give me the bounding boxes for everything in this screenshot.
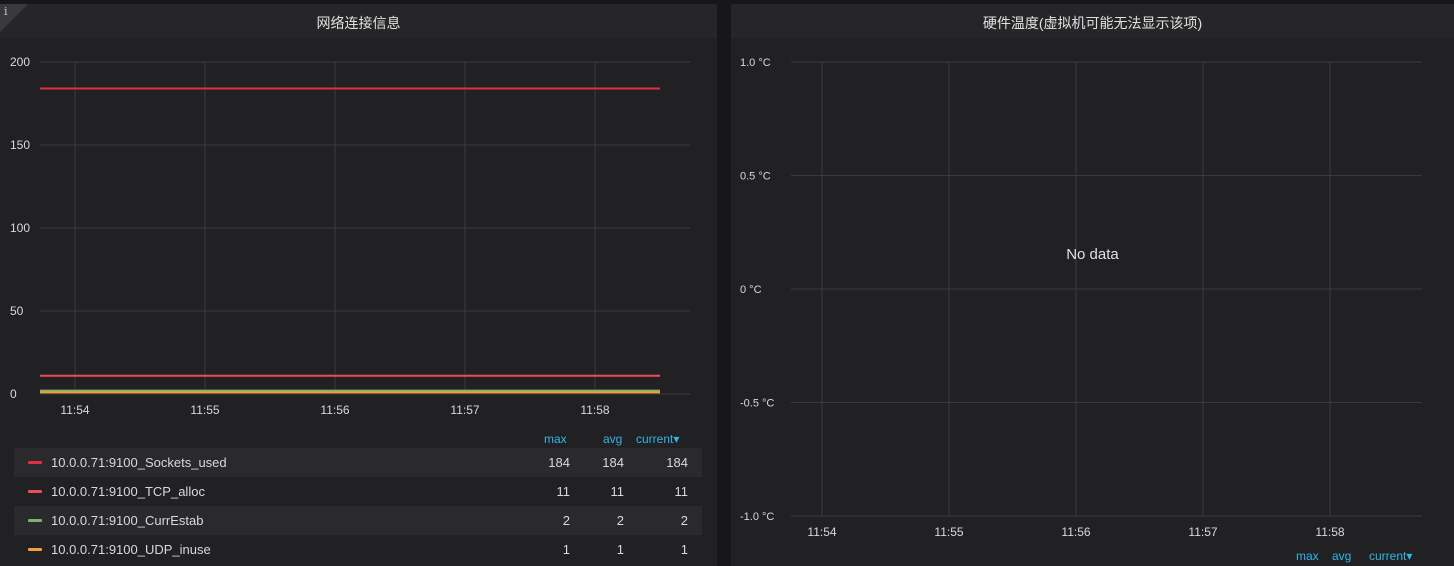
x-tick-label: 11:57 (1188, 525, 1217, 539)
legend-series-name[interactable]: 10.0.0.71:9100_CurrEstab (51, 513, 204, 528)
legend-max-value: 184 (548, 455, 570, 470)
network-connections-panel: i 网络连接信息 0 50 100 150 200 11:54 11:55 11:56 11:… (0, 4, 717, 566)
legend-series-name[interactable]: 10.0.0.71:9100_TCP_alloc (51, 484, 205, 499)
hardware-temperature-panel: 硬件温度(虚拟机可能无法显示该项) -1.0 °C -0.5 °C 0 °C 0.5 … (731, 4, 1454, 566)
legend-max-value: 11 (556, 484, 571, 499)
x-tick-label: 11:56 (320, 403, 349, 417)
y-tick-label: 100 (10, 221, 30, 235)
series-color-swatch[interactable] (28, 461, 42, 464)
panel-header[interactable]: i 网络连接信息 (0, 4, 717, 38)
y-tick-label: -0.5 °C (740, 398, 774, 410)
info-icon[interactable]: i (4, 5, 8, 18)
legend-avg-value: 184 (602, 455, 624, 470)
legend-header-current[interactable]: current▾ (1369, 549, 1413, 563)
legend-current-value: 184 (666, 455, 688, 470)
legend-avg-value: 2 (616, 513, 624, 528)
panel-title[interactable]: 网络连接信息 (316, 15, 401, 31)
legend-current-value: 1 (680, 542, 688, 557)
y-tick-label: -1.0 °C (740, 511, 774, 523)
legend-row-tcp-alloc[interactable]: 10.0.0.71:9100_TCP_alloc 11 11 11 (14, 477, 702, 506)
legend-header-current[interactable]: current▾ (636, 432, 680, 446)
info-corner[interactable] (0, 4, 28, 32)
y-tick-label: 0.5 °C (740, 171, 771, 183)
panel-title[interactable]: 硬件温度(虚拟机可能无法显示该项) (982, 15, 1203, 31)
legend-row-udp-inuse[interactable]: 10.0.0.71:9100_UDP_inuse 1 1 1 (14, 535, 702, 564)
legend-max-value: 1 (562, 542, 570, 557)
x-tick-label: 11:54 (60, 403, 89, 417)
x-tick-label: 11:55 (934, 525, 963, 539)
legend-current-value: 11 (674, 484, 689, 499)
y-tick-label: 200 (10, 55, 30, 69)
series-color-swatch[interactable] (28, 490, 42, 493)
legend-header-avg[interactable]: avg (603, 432, 623, 446)
y-tick-label: 0 (10, 387, 17, 401)
legend-header-max[interactable]: max (544, 432, 567, 446)
no-data-message: No data (1066, 246, 1119, 263)
legend-avg-value: 11 (610, 484, 625, 499)
x-tick-label: 11:57 (450, 403, 479, 417)
x-tick-label: 11:55 (190, 403, 219, 417)
legend-series-name[interactable]: 10.0.0.71:9100_UDP_inuse (51, 542, 211, 557)
legend-avg-value: 1 (616, 542, 624, 557)
x-tick-label: 11:58 (580, 403, 609, 417)
y-tick-label: 150 (10, 138, 30, 152)
x-tick-label: 11:58 (1315, 525, 1344, 539)
hardware-temperature-chart[interactable]: -1.0 °C -0.5 °C 0 °C 0.5 °C 1.0 °C 11:54 11:5… (731, 42, 1454, 542)
y-tick-label: 0 °C (740, 284, 762, 296)
legend-max-value: 2 (562, 513, 570, 528)
y-tick-label: 1.0 °C (740, 57, 771, 69)
legend-row-currestab[interactable]: 10.0.0.71:9100_CurrEstab 2 2 2 (14, 506, 702, 535)
legend-header-max[interactable]: max (1296, 549, 1319, 563)
network-connections-chart[interactable]: 0 50 100 150 200 11:54 11:55 11:56 11:57 11:58 (0, 42, 717, 462)
legend-series-name[interactable]: 10.0.0.71:9100_Sockets_used (51, 455, 227, 470)
series-color-swatch[interactable] (28, 548, 42, 551)
legend-row-sockets-used[interactable]: 10.0.0.71:9100_Sockets_used 184 184 184 (14, 448, 702, 477)
y-tick-label: 50 (10, 304, 24, 318)
legend-current-value: 2 (680, 513, 688, 528)
x-tick-label: 11:54 (807, 525, 836, 539)
x-tick-label: 11:56 (1061, 525, 1090, 539)
legend-header-avg[interactable]: avg (1332, 549, 1352, 563)
panel-header[interactable]: 硬件温度(虚拟机可能无法显示该项) (731, 4, 1454, 38)
series-color-swatch[interactable] (28, 519, 42, 522)
